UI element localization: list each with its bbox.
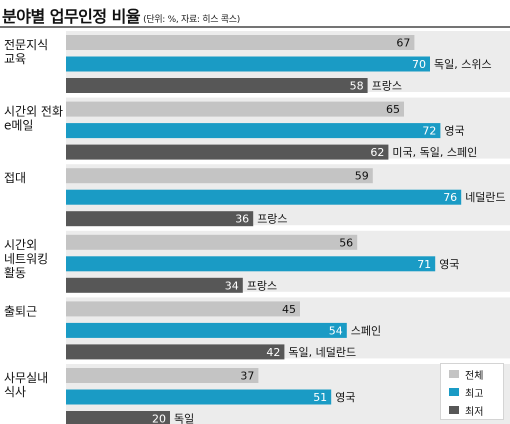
legend-label-overall: 전체 bbox=[465, 370, 484, 382]
category-label: 식사 bbox=[4, 385, 26, 399]
legend-item-lowest: 최저 bbox=[441, 402, 503, 418]
category-label: 네트워킹 bbox=[4, 252, 48, 266]
legend-label-lowest: 최저 bbox=[465, 406, 484, 418]
category-label: 사무실내 bbox=[4, 371, 48, 385]
value-label-highest: 72 bbox=[422, 125, 436, 138]
value-label-overall: 65 bbox=[386, 103, 400, 116]
bar-highest bbox=[66, 56, 430, 72]
bar-highest bbox=[66, 322, 347, 338]
country-label-highest: 영국 bbox=[439, 258, 459, 271]
bar-highest bbox=[66, 256, 436, 272]
value-label-lowest: 42 bbox=[266, 346, 280, 359]
category-label: 시간외 전화 bbox=[4, 105, 63, 119]
bar-lowest bbox=[66, 411, 170, 424]
bar-overall bbox=[66, 301, 300, 317]
value-label-overall: 45 bbox=[282, 303, 296, 316]
value-label-highest: 51 bbox=[313, 391, 327, 404]
country-label-lowest: 프랑스 bbox=[257, 213, 287, 226]
category-label: 시간외 bbox=[4, 238, 37, 252]
value-label-lowest: 34 bbox=[225, 279, 239, 292]
bar-highest bbox=[66, 389, 332, 405]
bar-highest bbox=[66, 123, 441, 139]
value-label-highest: 54 bbox=[329, 324, 343, 337]
bar-lowest bbox=[66, 344, 285, 360]
country-label-highest: 영국 bbox=[335, 391, 355, 404]
bar-overall bbox=[66, 101, 404, 117]
country-label-lowest: 독일, 네덜란드 bbox=[288, 345, 356, 359]
category-label: 출퇴근 bbox=[4, 304, 37, 318]
country-label-highest: 스페인 bbox=[351, 324, 381, 337]
category-label: 활동 bbox=[4, 266, 26, 280]
bar-lowest bbox=[66, 277, 243, 293]
value-label-lowest: 36 bbox=[235, 213, 249, 226]
category-label: 접대 bbox=[4, 171, 26, 185]
country-label-lowest: 미국, 독일, 스페인 bbox=[392, 145, 477, 159]
country-label-highest: 독일, 스위스 bbox=[434, 57, 492, 71]
value-label-overall: 67 bbox=[396, 37, 410, 50]
country-label-highest: 네덜란드 bbox=[465, 191, 505, 204]
category-label: 전문지식 bbox=[4, 38, 48, 52]
value-label-highest: 70 bbox=[412, 58, 426, 71]
legend-item-highest: 최고 bbox=[441, 384, 503, 400]
chart-title: 분야별 업무인정 비율 bbox=[2, 7, 141, 26]
value-label-highest: 71 bbox=[417, 258, 431, 271]
value-label-lowest: 20 bbox=[152, 413, 166, 424]
chart-subtitle: (단위: %, 자료: 히스 콕스) bbox=[143, 15, 240, 25]
value-label-overall: 56 bbox=[339, 236, 353, 249]
bar-highest bbox=[66, 189, 462, 205]
category-label: 교육 bbox=[4, 52, 26, 66]
chart-legend: 전체 최고 최저 bbox=[440, 363, 504, 420]
bar-overall bbox=[66, 234, 358, 250]
country-label-lowest: 프랑스 bbox=[372, 80, 402, 93]
value-label-overall: 59 bbox=[355, 170, 369, 183]
value-label-highest: 76 bbox=[443, 191, 457, 204]
legend-item-overall: 전체 bbox=[441, 366, 503, 382]
legend-swatch-lowest bbox=[449, 406, 459, 414]
value-label-lowest: 58 bbox=[350, 80, 364, 93]
value-label-lowest: 62 bbox=[370, 146, 384, 159]
bar-lowest bbox=[66, 211, 254, 227]
legend-swatch-overall bbox=[449, 370, 459, 378]
bar-lowest bbox=[66, 144, 389, 160]
category-label: e메일 bbox=[4, 119, 33, 133]
country-label-highest: 영국 bbox=[444, 125, 464, 138]
country-label-lowest: 독일 bbox=[174, 412, 194, 424]
bar-lowest bbox=[66, 78, 368, 93]
chart-title-block: 분야별 업무인정 비율 (단위: %, 자료: 히스 콕스) bbox=[2, 3, 240, 27]
bar-overall bbox=[66, 368, 259, 383]
bar-overall bbox=[66, 35, 415, 50]
bar-overall bbox=[66, 168, 373, 184]
legend-label-highest: 최고 bbox=[465, 388, 484, 400]
legend-swatch-highest bbox=[449, 388, 459, 396]
country-label-lowest: 프랑스 bbox=[247, 279, 277, 292]
value-label-overall: 37 bbox=[240, 370, 254, 383]
